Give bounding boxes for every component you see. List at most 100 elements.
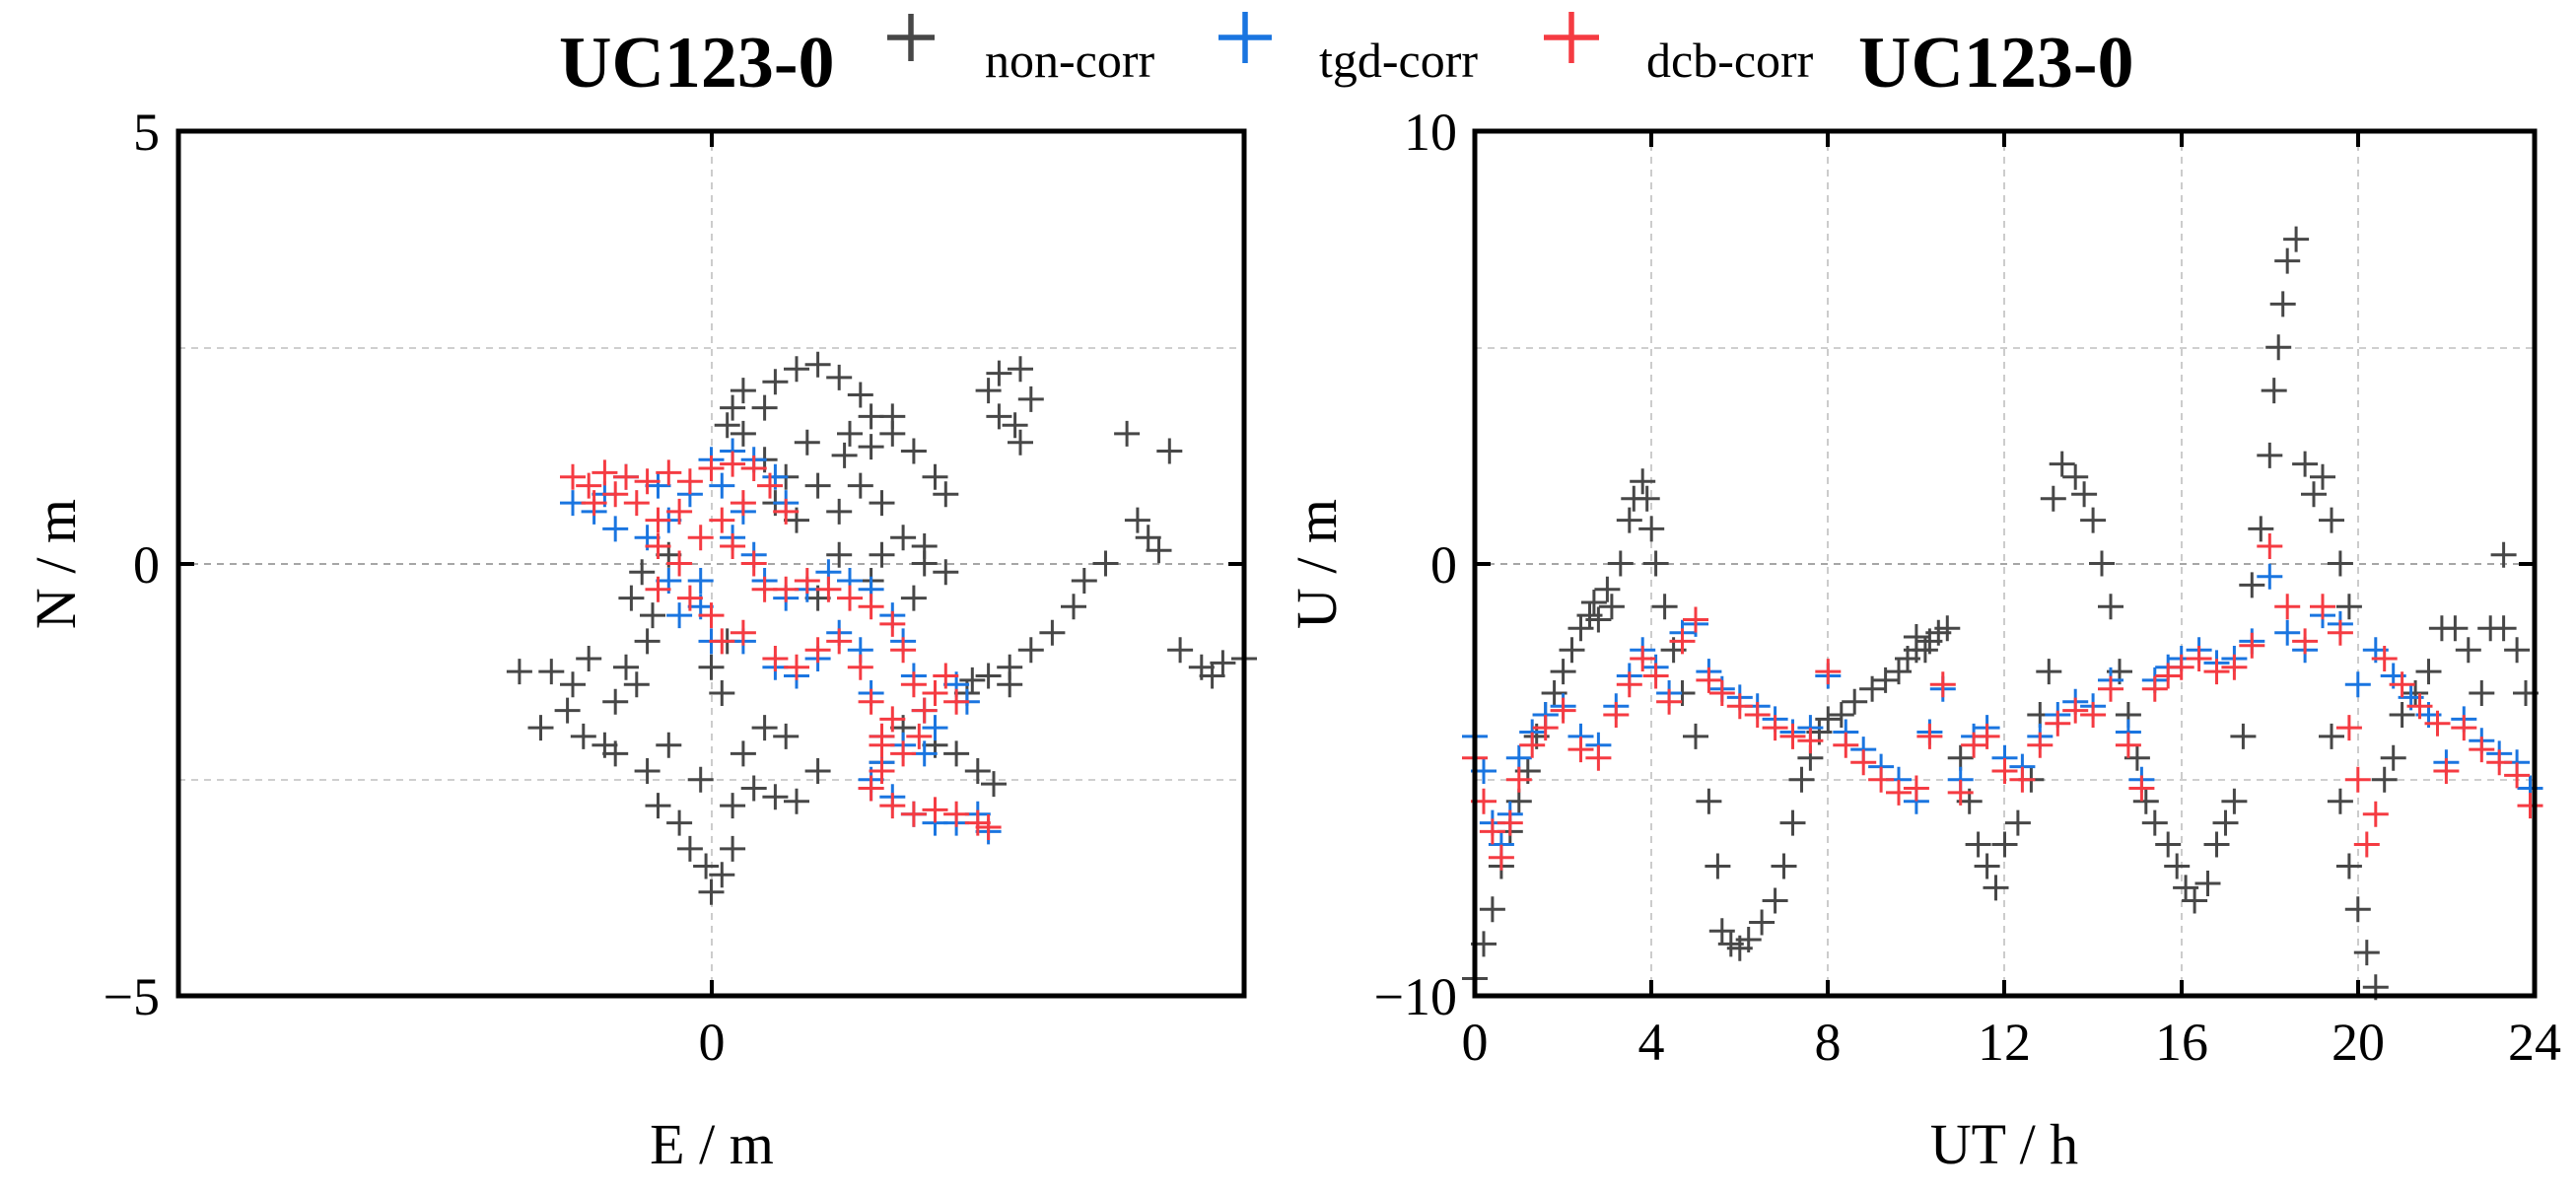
data-point xyxy=(1594,576,1621,602)
data-point xyxy=(2283,226,2310,252)
data-point xyxy=(1479,818,1505,845)
data-point xyxy=(506,659,532,685)
data-point xyxy=(2292,628,2319,655)
data-point xyxy=(922,797,948,823)
data-point xyxy=(2274,594,2301,620)
data-point xyxy=(858,775,884,802)
legend: non-corr tgd-corr dcb-corr xyxy=(887,12,1814,88)
data-point xyxy=(943,801,970,827)
y-tick-label: 0 xyxy=(133,535,160,595)
data-point xyxy=(900,438,927,464)
data-point xyxy=(1868,766,1895,793)
data-point xyxy=(576,472,602,499)
data-point xyxy=(1683,723,1708,749)
data-point xyxy=(698,456,725,481)
data-point xyxy=(1598,594,1625,620)
data-point xyxy=(2389,702,2415,728)
data-point xyxy=(1642,550,1669,577)
data-point xyxy=(2301,481,2327,508)
data-point xyxy=(2319,723,2344,749)
data-point xyxy=(858,688,884,715)
data-point xyxy=(826,498,853,525)
data-point xyxy=(730,420,756,447)
data-point xyxy=(645,533,671,559)
data-point xyxy=(826,541,853,568)
data-point xyxy=(2203,659,2230,685)
data-point xyxy=(1199,663,1225,689)
data-point xyxy=(2344,896,2371,923)
data-point xyxy=(618,585,645,611)
data-point xyxy=(2362,801,2389,827)
plus-icon xyxy=(887,14,935,61)
data-point xyxy=(560,671,586,698)
data-point xyxy=(634,628,661,655)
x-axis-label: E / m xyxy=(650,1112,774,1176)
data-point xyxy=(527,715,554,741)
data-point xyxy=(1991,758,2018,784)
data-point xyxy=(2194,871,2221,896)
data-point xyxy=(2371,766,2398,793)
data-point xyxy=(2071,481,2098,508)
data-point xyxy=(943,740,970,767)
data-point xyxy=(666,602,693,629)
data-point xyxy=(869,490,895,517)
data-point xyxy=(975,814,1002,840)
data-point xyxy=(1842,688,1868,715)
data-point xyxy=(709,507,735,533)
data-point xyxy=(2451,715,2477,741)
data-point xyxy=(1934,615,1961,642)
data-point xyxy=(2062,697,2089,724)
data-point xyxy=(975,663,1002,689)
data-point xyxy=(900,585,927,611)
data-point xyxy=(2045,710,2071,737)
data-point xyxy=(602,481,629,508)
data-point xyxy=(1017,637,1044,664)
data-point xyxy=(1071,568,1097,594)
data-point xyxy=(2257,533,2283,559)
data-point xyxy=(831,442,858,468)
data-point xyxy=(1607,550,1634,577)
y-axis-label: U / m xyxy=(1285,499,1349,629)
data-point xyxy=(687,568,714,594)
data-point xyxy=(837,585,863,611)
data-point xyxy=(2203,831,2230,858)
grid-lines xyxy=(178,131,1244,996)
data-point xyxy=(1488,844,1514,871)
data-point xyxy=(623,490,650,517)
series-tgd-corr xyxy=(560,438,1002,845)
data-point xyxy=(709,680,735,706)
data-point xyxy=(645,472,671,499)
data-point xyxy=(2080,507,2107,533)
data-point xyxy=(2230,723,2257,749)
data-point xyxy=(2402,680,2429,706)
data-point xyxy=(2442,615,2469,642)
data-point xyxy=(2123,744,2150,771)
data-point xyxy=(847,472,873,499)
data-point xyxy=(2168,654,2194,680)
x-tick-label: 20 xyxy=(2332,1013,2385,1072)
data-point xyxy=(794,568,820,594)
y-tick-label: 10 xyxy=(1404,103,1457,162)
data-point xyxy=(2292,451,2319,477)
data-point xyxy=(1705,853,1731,879)
data-point xyxy=(720,835,746,862)
data-point xyxy=(1828,702,1854,728)
data-point xyxy=(2310,594,2335,620)
data-point xyxy=(757,472,783,499)
data-point xyxy=(1532,715,1559,741)
data-point xyxy=(666,809,693,836)
ticks xyxy=(1475,131,2535,996)
legend-label: tgd-corr xyxy=(1319,33,1478,88)
x-tick-label: 12 xyxy=(1978,1013,2031,1072)
data-point xyxy=(804,472,831,499)
data-point xyxy=(1559,637,1585,664)
data-point xyxy=(676,468,703,495)
data-point xyxy=(1638,516,1665,542)
data-point xyxy=(837,420,863,447)
data-point xyxy=(2344,766,2371,793)
data-point xyxy=(1797,728,1824,754)
data-point xyxy=(1585,744,1612,771)
data-point xyxy=(2504,637,2531,664)
data-point xyxy=(2335,715,2362,741)
